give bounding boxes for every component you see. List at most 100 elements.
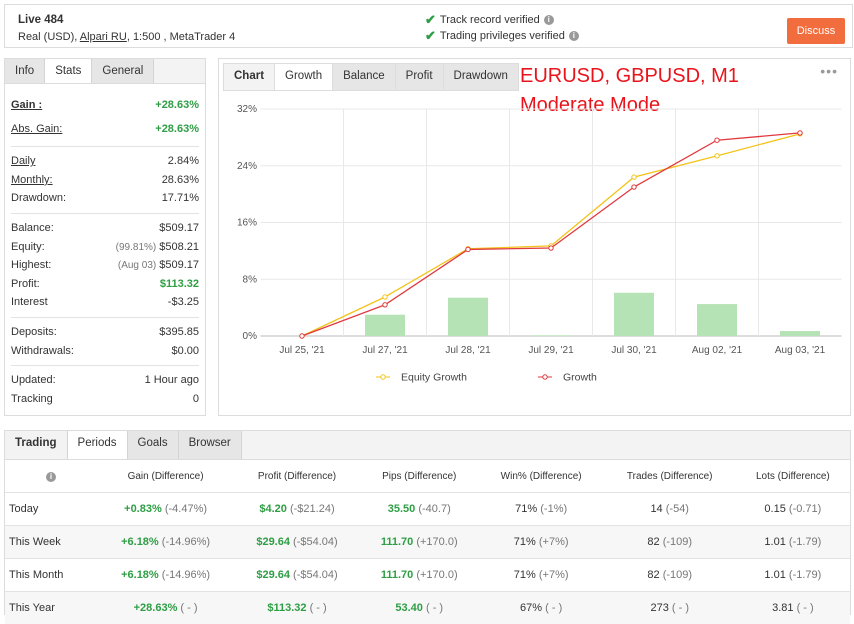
account-info: Real (USD), Alpari RU, 1:500 , MetaTrade… [18,31,235,43]
stat-value-wrap: -$3.25 [168,296,199,308]
tab[interactable]: Info [5,59,45,83]
tab[interactable]: Chart [223,63,275,91]
cell-value: 14 [650,503,662,515]
stat-value-wrap: $509.17 [159,222,199,234]
info-icon[interactable]: i [544,15,554,25]
cell-diff: ( - ) [180,602,197,614]
tab[interactable]: Trading [5,431,68,459]
cell-value: 82 [647,569,659,581]
cell-diff: (-1%) [540,503,567,515]
stat-label: Withdrawals: [11,345,74,357]
stat-value-wrap: 1 Hour ago [145,374,199,386]
cell-diff: ( - ) [672,602,689,614]
cell-value: $4.20 [259,503,287,515]
column-header: Gain (Difference) [97,460,234,493]
platform: , 1:500 , MetaTrader 4 [127,31,235,43]
cell-diff: (+7%) [539,569,569,581]
tab[interactable]: Stats [45,59,92,83]
stat-value-wrap: (Aug 03)$509.17 [118,259,199,271]
cell-diff: (-109) [663,536,692,548]
stat-label: Equity: [11,241,45,253]
stat-value: $0.00 [171,345,199,357]
column-header: Lots (Difference) [736,460,850,493]
discuss-button[interactable]: Discuss [787,18,845,44]
menu-icon[interactable]: ••• [820,63,838,79]
stats-group: Deposits:$395.85 Withdrawals: $0.00 [11,318,199,366]
cell-diff: (-14.96%) [162,569,210,581]
cell-diff: ( - ) [310,602,327,614]
stats-row: Updated: 1 Hour ago [11,371,199,390]
tab[interactable]: Goals [128,431,179,459]
cell-diff: (-$54.04) [293,569,338,581]
stat-value: $508.21 [159,241,199,253]
cell-value: $113.32 [267,602,306,614]
cell-diff: (-$54.04) [293,536,338,548]
tab[interactable]: Profit [395,63,444,91]
cell-value: 53.40 [395,602,423,614]
table-cell: 82 (-109) [604,526,736,559]
table-cell: 67% ( - ) [479,592,604,624]
stat-value: 2.84% [168,155,199,167]
stat-label: Interest [11,296,48,308]
tab[interactable]: Drawdown [443,63,519,91]
broker-link[interactable]: Alpari RU [80,31,127,43]
table-cell: 71% (+7%) [479,526,604,559]
tab[interactable]: Growth [274,63,333,91]
table-cell: 82 (-109) [604,559,736,592]
cell-value: +6.18% [121,569,159,581]
table-cell: +0.83% (-4.47%) [97,493,234,526]
info-header: i [5,460,97,493]
table-cell: +6.18% (-14.96%) [97,526,234,559]
stat-label: Drawdown: [11,192,66,204]
stat-label: Updated: [11,374,56,386]
stats-row: Withdrawals: $0.00 [11,341,199,360]
table-cell: 53.40 ( - ) [360,592,479,624]
table-cell: +28.63% ( - ) [97,592,234,624]
tab[interactable]: Balance [332,63,396,91]
cell-value: 111.70 [381,569,413,581]
column-header: Profit (Difference) [234,460,360,493]
table-row: This Year+28.63% ( - )$113.32 ( - )53.40… [5,592,850,624]
stat-label: Balance: [11,222,54,234]
cell-diff: (-4.47%) [165,503,207,515]
cell-diff: ( - ) [797,602,814,614]
cell-value: 273 [650,602,668,614]
stat-value: +28.63% [155,99,199,111]
info-icon[interactable]: i [46,472,56,482]
table-cell: 14 (-54) [604,493,736,526]
table-cell: 1.01 (-1.79) [736,526,850,559]
stats-group: Gain :+28.63%Abs. Gain:+28.63% [11,88,199,147]
cell-value: +6.18% [121,536,159,548]
tab[interactable]: General [92,59,154,83]
cell-diff: (-109) [663,569,692,581]
table-cell: 111.70 (+170.0) [360,559,479,592]
column-header: Trades (Difference) [604,460,736,493]
check-icon: ✔ [425,28,436,44]
stat-value: -$3.25 [168,296,199,308]
stat-value-wrap: +28.63% [155,123,199,135]
info-icon[interactable]: i [569,31,579,41]
stat-value-wrap: (99.81%)$508.21 [116,241,199,253]
stats-row: Gain : +28.63% [11,93,199,117]
stats-row: Deposits:$395.85 [11,323,199,342]
cell-value: 67% [520,602,542,614]
table-cell: $29.64 (-$54.04) [234,526,360,559]
stats-row: Profit: $113.32 [11,275,199,294]
header: Live 484 Real (USD), Alpari RU, 1:500 , … [4,4,853,48]
stat-value: +28.63% [155,123,199,135]
stat-label: Gain : [11,99,42,111]
tab[interactable]: Periods [68,431,128,459]
cell-diff: (+170.0) [416,536,457,548]
tab[interactable]: Browser [179,431,242,459]
stat-label: Profit: [11,278,40,290]
stat-value-wrap: $113.32 [160,278,199,290]
cell-diff: (+170.0) [416,569,457,581]
